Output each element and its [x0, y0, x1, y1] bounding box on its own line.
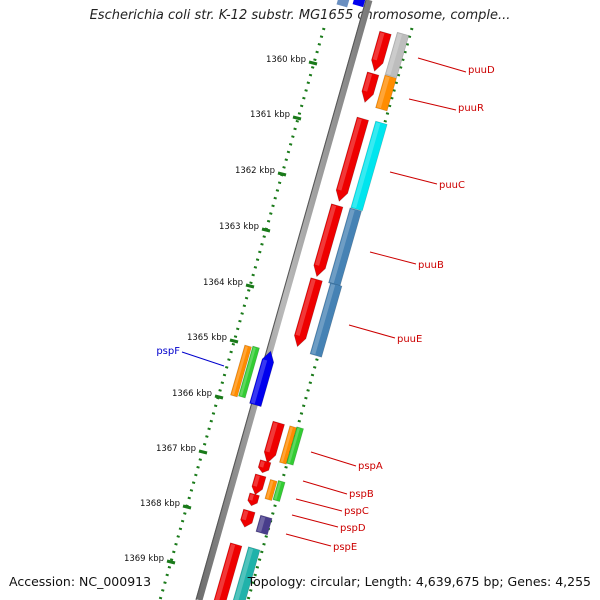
tick-mark — [261, 227, 271, 233]
gene-pspD — [247, 492, 260, 507]
gene-puuB-cds — [313, 203, 344, 278]
gene-label-puuD[interactable]: puuD — [417, 57, 495, 76]
chromosome-backbone — [195, 0, 373, 600]
tick-label: 1369 kbp — [124, 554, 164, 564]
gene-puuR-cds — [361, 71, 380, 103]
accession-label: Accession: NC_000913 — [9, 574, 152, 589]
tick-mark — [292, 115, 302, 121]
gene-puuD — [384, 31, 410, 79]
gene-label-puuC[interactable]: puuC — [389, 171, 465, 191]
tick-label: 1362 kbp — [235, 166, 275, 176]
gene-puuC-cds — [335, 116, 369, 202]
gene-partial-top — [336, 0, 367, 8]
tick-mark — [277, 171, 287, 177]
tick-mark — [308, 60, 318, 66]
gene-name: pspE — [333, 542, 357, 553]
tick-mark — [198, 449, 208, 455]
gene-puuB — [328, 207, 362, 287]
gene-name: pspB — [349, 489, 374, 500]
gene-pspA-domain-a — [279, 425, 297, 465]
gene-name: puuD — [468, 65, 495, 76]
gene-pspB — [251, 473, 267, 496]
tick-label: 1361 kbp — [250, 110, 290, 120]
gene-name: puuB — [418, 260, 444, 271]
genome-summary: Topology: circular; Length: 4,639,675 bp… — [247, 574, 591, 589]
gene-name: puuR — [458, 103, 484, 114]
tick-ring-outer — [158, 27, 326, 600]
tick-label: 1364 kbp — [203, 278, 243, 288]
gene-name: pspA — [358, 461, 383, 472]
gene-label-pspB[interactable]: pspB — [302, 480, 374, 500]
tick-mark — [245, 283, 255, 289]
tick-label: 1366 kbp — [172, 389, 212, 399]
tick-mark — [166, 559, 176, 565]
gene-label-puuB[interactable]: puuB — [369, 251, 444, 271]
gene-pspA — [286, 426, 304, 466]
gene-pspF — [249, 350, 275, 407]
gene-pspB-cds — [257, 459, 272, 474]
tick-mark — [182, 504, 192, 510]
map-title: Escherichia coli str. K-12 substr. MG165… — [89, 8, 511, 23]
gene-name: puuC — [439, 180, 465, 191]
gene-pspA-cds — [263, 420, 285, 464]
gene-puuC — [350, 120, 388, 212]
tick-mark — [229, 338, 239, 344]
gene-label-pspE[interactable]: pspE — [285, 533, 357, 553]
gene-label-puuE[interactable]: puuE — [348, 324, 422, 345]
gene-pspF-domain-b — [238, 345, 260, 399]
tick-label: 1363 kbp — [219, 222, 259, 232]
gene-downstream — [227, 546, 261, 600]
gene-pspE — [255, 514, 273, 536]
tick-label: 1368 kbp — [140, 499, 180, 509]
tick-mark — [214, 394, 224, 400]
gene-pspC-domain — [264, 479, 278, 501]
gene-puuR — [375, 74, 397, 112]
tick-label: 1367 kbp — [156, 444, 196, 454]
gene-pspE-cds — [240, 508, 256, 528]
tick-label: 1365 kbp — [187, 333, 227, 343]
gene-label-pspF[interactable]: pspF — [156, 346, 225, 367]
gene-name: pspD — [340, 523, 366, 534]
gene-label-puuR[interactable]: puuR — [408, 98, 484, 114]
tick-label: 1360 kbp — [266, 55, 306, 65]
gene-pspC — [272, 480, 286, 502]
gene-downstream-cds — [209, 542, 243, 600]
gene-name: pspC — [344, 506, 369, 517]
gene-name: puuE — [397, 334, 422, 345]
gene-puuE-cds — [294, 277, 323, 348]
gene-label-pspC[interactable]: pspC — [295, 498, 369, 517]
gene-label-pspA[interactable]: pspA — [310, 451, 383, 472]
gene-label-pspD[interactable]: pspD — [291, 514, 366, 534]
gene-puuD-cds — [371, 30, 392, 72]
gene-puuE — [309, 282, 343, 358]
gene-pspF-domain-a — [230, 344, 252, 398]
gene-name: pspF — [156, 346, 180, 357]
